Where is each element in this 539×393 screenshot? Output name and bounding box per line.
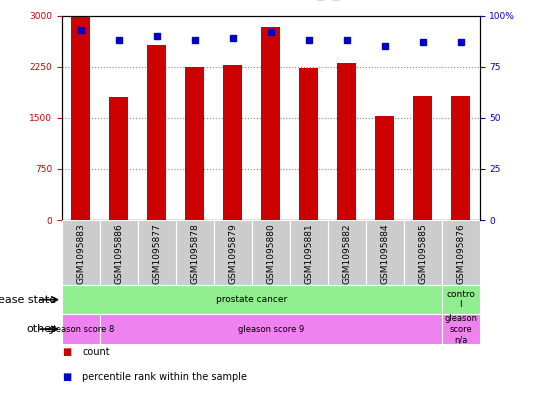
Text: GSM1095880: GSM1095880	[266, 223, 275, 284]
Bar	[451, 96, 470, 220]
Bar	[148, 45, 167, 220]
Bar	[337, 63, 356, 220]
Text: ■: ■	[62, 347, 71, 357]
Bar	[100, 220, 138, 285]
Text: GSM1095884: GSM1095884	[381, 223, 389, 284]
Bar	[214, 220, 252, 285]
Bar	[404, 220, 442, 285]
Text: GSM1095883: GSM1095883	[77, 223, 86, 284]
Text: GSM1095878: GSM1095878	[190, 223, 199, 284]
Bar	[290, 220, 328, 285]
Text: GSM1095877: GSM1095877	[153, 223, 161, 284]
Text: disease state: disease state	[0, 295, 57, 305]
Text: GSM1095886: GSM1095886	[114, 223, 123, 284]
Bar	[62, 220, 100, 285]
Bar	[413, 96, 432, 220]
Bar	[100, 314, 442, 344]
Bar	[442, 314, 480, 344]
Text: prostate cancer: prostate cancer	[216, 295, 287, 304]
Text: gleason
score
n/a: gleason score n/a	[444, 314, 477, 344]
Bar	[442, 285, 480, 314]
Bar	[109, 97, 128, 220]
Text: percentile rank within the sample: percentile rank within the sample	[82, 372, 247, 382]
Bar	[72, 17, 91, 220]
Bar	[185, 67, 204, 220]
Bar	[442, 220, 480, 285]
Text: GSM1095879: GSM1095879	[229, 223, 237, 284]
Bar	[252, 220, 290, 285]
Text: GSM1095885: GSM1095885	[418, 223, 427, 284]
Text: GSM1095876: GSM1095876	[456, 223, 465, 284]
Text: ■: ■	[62, 372, 71, 382]
Text: other: other	[27, 324, 57, 334]
Bar	[299, 68, 319, 220]
Bar	[375, 116, 394, 220]
Bar	[223, 66, 243, 220]
Bar	[328, 220, 366, 285]
Bar	[366, 220, 404, 285]
Bar	[176, 220, 214, 285]
Bar	[62, 314, 100, 344]
Text: GSM1095882: GSM1095882	[342, 223, 351, 284]
Text: gleason score 8: gleason score 8	[48, 325, 114, 334]
Text: GSM1095881: GSM1095881	[305, 223, 313, 284]
Text: contro
l: contro l	[446, 290, 475, 309]
Text: count: count	[82, 347, 110, 357]
Bar	[138, 220, 176, 285]
Bar	[261, 27, 280, 220]
Text: gleason score 9: gleason score 9	[238, 325, 304, 334]
